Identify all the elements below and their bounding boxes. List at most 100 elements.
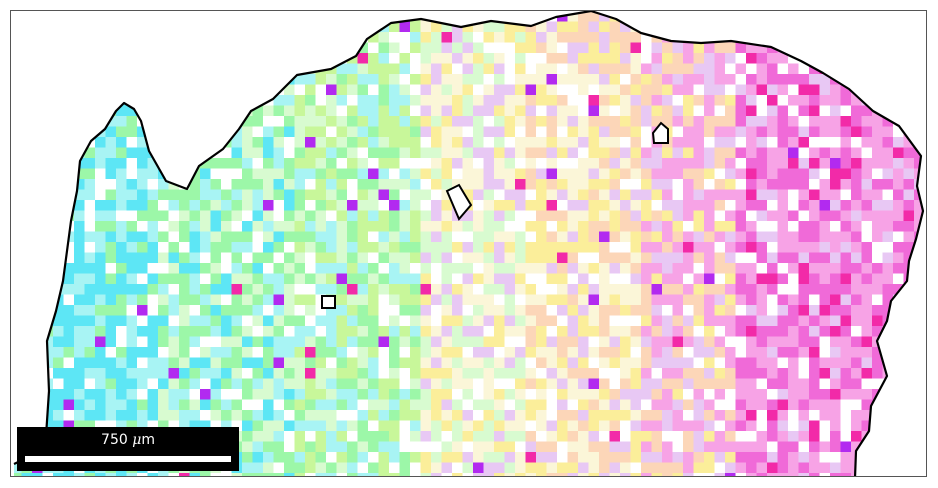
orientation-pixel (305, 105, 316, 117)
orientation-pixel (179, 305, 190, 316)
orientation-pixel (851, 420, 862, 432)
orientation-pixel (294, 158, 306, 169)
orientation-pixel (326, 357, 337, 369)
orientation-pixel (578, 399, 589, 411)
orientation-pixel (210, 21, 222, 33)
orientation-pixel (882, 462, 894, 474)
orientation-pixel (882, 242, 894, 253)
orientation-pixel (914, 158, 923, 169)
orientation-pixel (410, 105, 421, 117)
orientation-pixel (746, 305, 757, 316)
orientation-pixel (861, 200, 873, 211)
orientation-pixel (242, 452, 253, 463)
orientation-pixel (357, 189, 369, 201)
orientation-pixel (189, 399, 201, 411)
orientation-pixel (158, 63, 169, 75)
orientation-pixel (168, 263, 180, 274)
orientation-pixel (599, 84, 610, 96)
orientation-pixel (630, 189, 642, 201)
orientation-pixel (651, 63, 663, 75)
orientation-pixel (263, 168, 274, 180)
orientation-pixel (473, 231, 484, 243)
orientation-pixel (305, 473, 316, 476)
orientation-pixel (273, 158, 285, 169)
orientation-pixel (704, 21, 715, 33)
orientation-pixel (630, 252, 642, 264)
orientation-pixel (620, 273, 631, 285)
orientation-pixel (147, 221, 159, 232)
orientation-pixel (473, 210, 484, 222)
orientation-pixel (557, 305, 568, 316)
orientation-pixel (410, 231, 421, 243)
orientation-pixel (882, 284, 894, 295)
orientation-pixel (882, 126, 894, 138)
orientation-pixel (693, 315, 705, 327)
orientation-pixel (861, 11, 873, 22)
orientation-pixel (368, 63, 379, 75)
orientation-pixel (893, 273, 904, 285)
orientation-pixel (21, 305, 33, 316)
orientation-pixel (95, 42, 106, 54)
orientation-pixel (168, 200, 180, 211)
orientation-pixel (704, 200, 715, 211)
orientation-pixel (326, 368, 337, 379)
orientation-pixel (368, 378, 379, 390)
orientation-pixel (693, 32, 705, 43)
orientation-pixel (693, 158, 705, 169)
orientation-pixel (137, 11, 148, 22)
orientation-pixel (210, 305, 222, 316)
orientation-pixel (819, 53, 831, 64)
orientation-pixel (242, 263, 253, 274)
orientation-pixel (809, 462, 820, 474)
orientation-pixel (557, 441, 568, 453)
ebsd-map-frame (10, 10, 927, 477)
orientation-pixel (168, 473, 180, 476)
orientation-pixel (32, 21, 43, 33)
orientation-pixel (95, 32, 106, 43)
orientation-pixel (389, 95, 400, 106)
orientation-pixel (221, 84, 232, 96)
orientation-pixel (336, 452, 348, 463)
orientation-pixel (683, 53, 694, 64)
orientation-pixel (588, 399, 600, 411)
orientation-pixel (525, 441, 537, 453)
orientation-pixel (252, 284, 264, 295)
orientation-pixel (32, 84, 43, 96)
orientation-pixel (168, 11, 180, 22)
orientation-pixel (147, 242, 159, 253)
orientation-pixel (767, 252, 778, 264)
orientation-pixel (294, 252, 306, 264)
orientation-pixel (620, 116, 631, 127)
orientation-pixel (672, 252, 684, 264)
orientation-pixel (221, 336, 232, 348)
orientation-pixel (651, 431, 663, 442)
orientation-pixel (578, 221, 589, 232)
orientation-pixel (431, 452, 442, 463)
orientation-pixel (32, 63, 43, 75)
orientation-pixel (273, 116, 285, 127)
orientation-pixel (452, 473, 463, 476)
orientation-pixel (189, 473, 201, 476)
orientation-pixel (473, 462, 484, 474)
orientation-pixel (105, 53, 117, 64)
orientation-pixel (294, 200, 306, 211)
orientation-pixel (620, 168, 631, 180)
orientation-pixel (809, 21, 820, 33)
orientation-pixel (504, 126, 516, 138)
orientation-pixel (914, 263, 923, 274)
orientation-pixel (809, 147, 820, 159)
orientation-pixel (284, 21, 295, 33)
orientation-pixel (126, 294, 138, 306)
orientation-pixel (620, 147, 631, 159)
orientation-pixel (294, 242, 306, 253)
orientation-pixel (704, 357, 715, 369)
orientation-pixel (914, 74, 923, 85)
orientation-pixel (200, 116, 211, 127)
orientation-pixel (410, 32, 421, 43)
orientation-pixel (168, 147, 180, 159)
orientation-pixel (168, 336, 180, 348)
orientation-pixel (798, 389, 810, 400)
orientation-pixel (840, 242, 852, 253)
orientation-pixel (609, 179, 621, 190)
orientation-pixel (389, 126, 400, 138)
